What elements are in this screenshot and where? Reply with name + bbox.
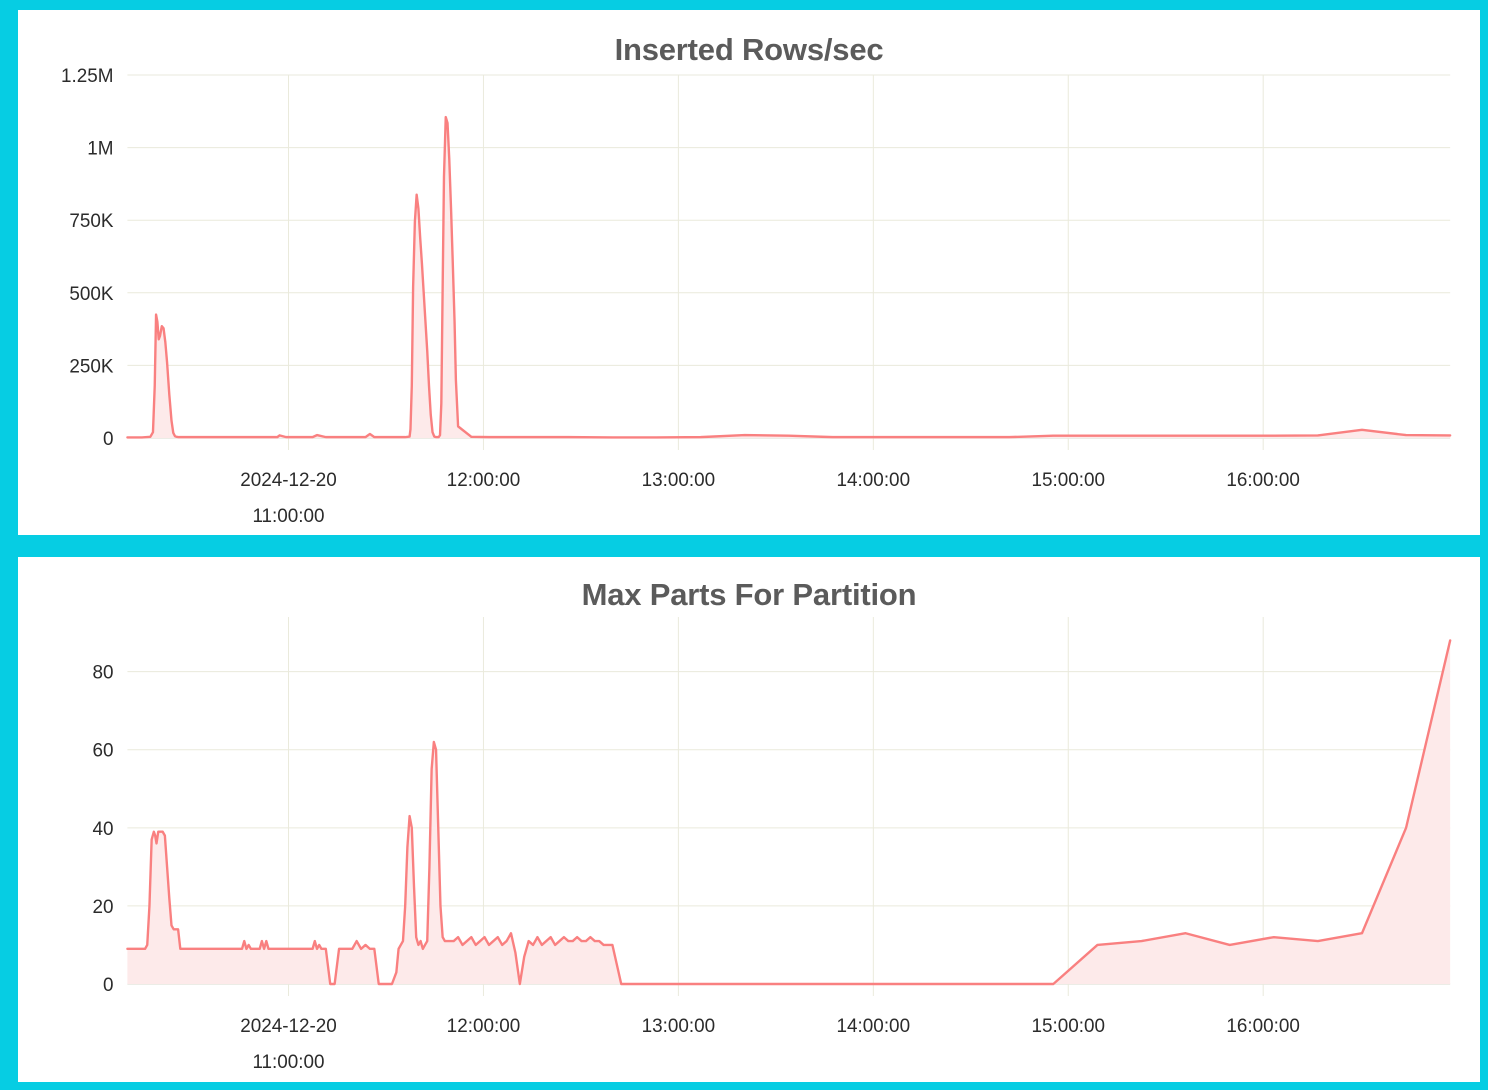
y-axis-tick-label: 40 (92, 819, 113, 840)
x-axis-tick-label: 11:00:00 (252, 506, 324, 527)
y-axis-tick-label: 250K (69, 356, 113, 377)
x-axis-tick-label: 13:00:00 (642, 470, 716, 491)
series-line[interactable] (126, 115, 1452, 439)
y-axis-tick-label: 20 (92, 897, 113, 918)
x-axis-tick-label: 2024-12-20 (240, 470, 337, 491)
x-axis-tick-label: 11:00:00 (252, 1052, 324, 1073)
y-axis-tick-label: 750K (69, 211, 113, 232)
x-axis-tick-label: 12:00:00 (447, 470, 521, 491)
series-area (127, 640, 1451, 984)
x-axis-tick-label: 15:00:00 (1031, 470, 1105, 491)
series-area (127, 117, 1451, 439)
y-axis-tick-label: 500K (69, 284, 113, 305)
x-axis-tick-label: 12:00:00 (447, 1016, 521, 1037)
panel-max-parts: Max Parts For Partition 0 20 40 60 80 2024-12… (18, 557, 1480, 1082)
y-axis-tick-label: 60 (92, 741, 113, 762)
y-axis-tick-label: 80 (92, 663, 113, 684)
y-axis-tick-label: 1M (87, 139, 113, 160)
x-axis-tick-label: 14:00:00 (837, 470, 911, 491)
chart-max-parts[interactable]: 0 20 40 60 80 2024-12-20 11:00:00 12:00:00 13:00… (18, 557, 1480, 1082)
panel-inserted-rows: Inserted Rows/sec 0 250K 500K 750K 1M 1.25M 20… (18, 10, 1480, 535)
x-axis-tick-label: 16:00:00 (1226, 470, 1300, 491)
x-axis-tick-label: 13:00:00 (642, 1016, 716, 1037)
series-line[interactable] (126, 639, 1452, 986)
x-axis-tick-label: 15:00:00 (1031, 1016, 1105, 1037)
x-axis-tick-label: 14:00:00 (837, 1016, 911, 1037)
x-axis-tick-label: 16:00:00 (1226, 1016, 1300, 1037)
x-axis-tick-label: 2024-12-20 (240, 1016, 337, 1037)
chart-inserted-rows[interactable]: 0 250K 500K 750K 1M 1.25M 2024-12-20 11:00:00 12… (18, 10, 1480, 535)
y-axis-tick-label: 0 (103, 429, 114, 450)
y-axis-tick-label: 1.25M (61, 66, 113, 87)
y-axis-tick-label: 0 (103, 975, 114, 996)
